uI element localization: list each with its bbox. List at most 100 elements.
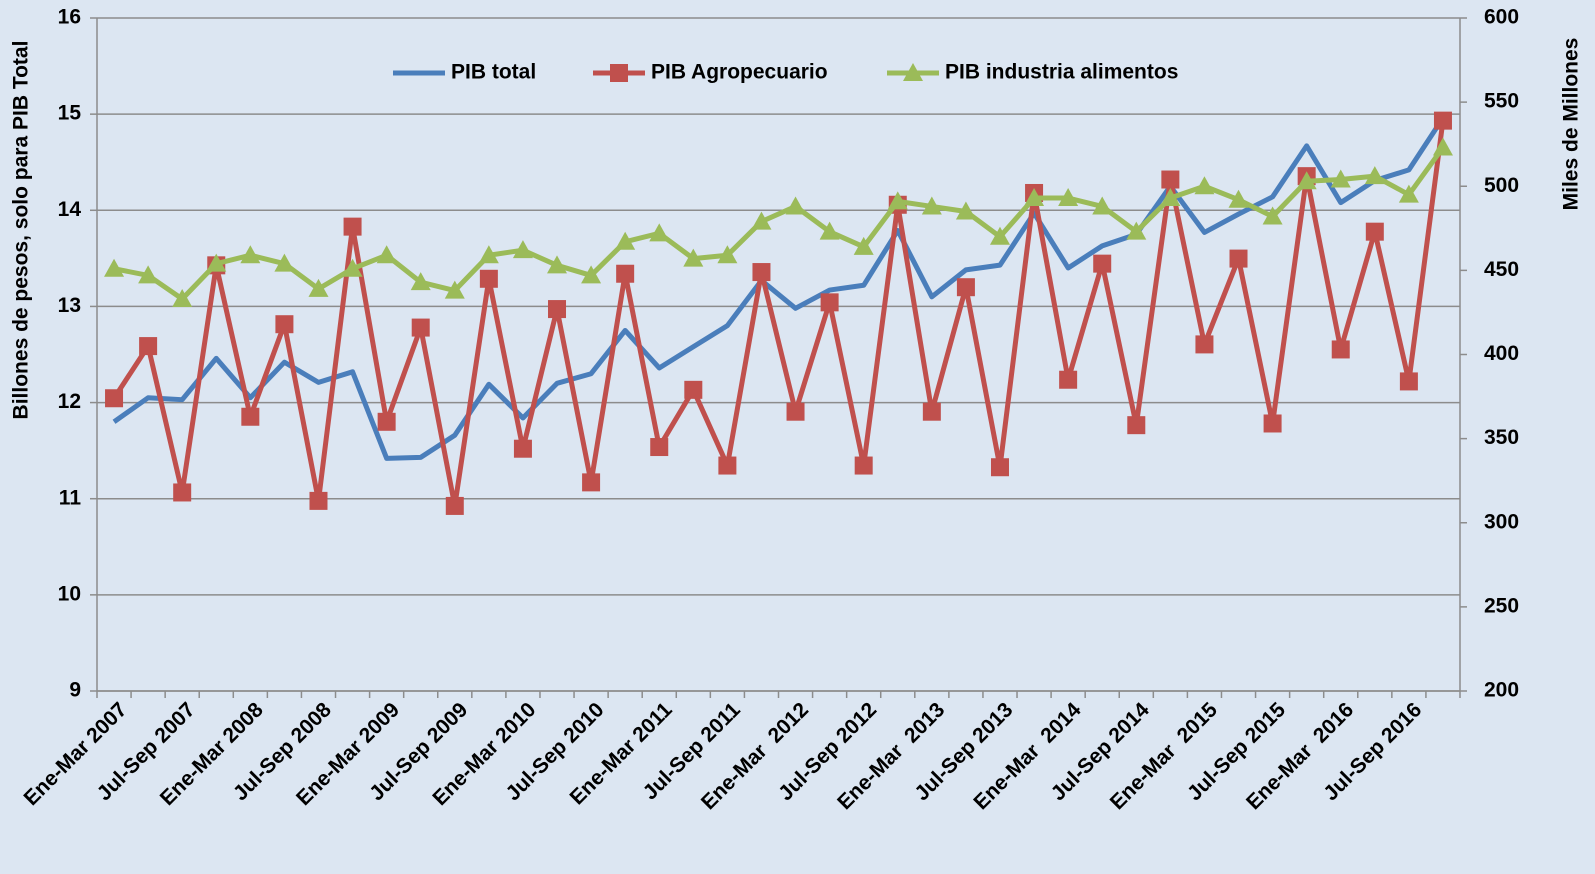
data-marker (903, 63, 923, 81)
data-marker (1398, 184, 1419, 203)
data-marker (513, 439, 532, 458)
y-tick-label: 11 (59, 486, 82, 509)
data-marker (410, 272, 431, 291)
data-marker (138, 265, 159, 284)
y-tick-label: 15 (58, 102, 82, 125)
y2-tick-label: 450 (1484, 258, 1519, 281)
data-marker (854, 456, 873, 475)
data-marker (615, 231, 636, 250)
data-marker (785, 196, 806, 215)
data-marker (1127, 416, 1146, 435)
data-marker (581, 265, 602, 284)
data-marker (479, 269, 498, 288)
legend-label: PIB industria alimentos (945, 61, 1178, 84)
data-marker (752, 263, 771, 282)
data-marker (616, 264, 635, 283)
data-marker (990, 458, 1009, 477)
data-marker (649, 223, 670, 242)
data-marker (1296, 171, 1317, 190)
data-marker (478, 245, 499, 264)
data-marker (376, 245, 397, 264)
series-line (113, 146, 1445, 302)
y-axis-title: Billones de pesos, solo para PIB Total (10, 41, 33, 420)
data-marker (1024, 188, 1045, 207)
data-marker (241, 407, 260, 426)
data-marker (786, 402, 805, 421)
data-marker (377, 412, 396, 431)
data-marker (512, 240, 533, 259)
data-marker (1331, 340, 1350, 359)
data-marker (650, 438, 669, 457)
data-marker (1092, 196, 1113, 215)
data-marker (751, 211, 772, 230)
data-marker (683, 248, 704, 267)
data-marker (240, 245, 261, 264)
series-line (111, 120, 1446, 509)
data-marker (1161, 170, 1180, 189)
data-marker (1229, 249, 1248, 268)
y2-tick-label: 250 (1484, 594, 1519, 617)
y-tick-label: 10 (58, 582, 81, 605)
data-marker (1195, 335, 1214, 354)
data-marker (173, 483, 192, 502)
data-marker (105, 389, 124, 408)
legend-label: PIB total (451, 61, 536, 84)
y2-axis-title: Miles de Millones (1560, 38, 1583, 211)
data-marker (989, 226, 1010, 245)
data-marker (1093, 254, 1112, 273)
data-marker (582, 473, 601, 492)
data-marker (445, 496, 464, 515)
data-marker (1262, 206, 1283, 225)
y-tick-label: 14 (58, 198, 82, 221)
y-tick-label: 9 (69, 679, 81, 702)
legend-label: PIB Agropecuario (651, 61, 828, 84)
data-marker (610, 64, 628, 82)
data-marker (717, 245, 738, 264)
y2-tick-label: 350 (1484, 426, 1519, 449)
data-marker (343, 217, 362, 236)
data-marker (956, 278, 975, 297)
y2-tick-label: 550 (1484, 90, 1519, 113)
y-tick-label: 16 (58, 6, 81, 29)
y2-tick-label: 600 (1484, 6, 1519, 29)
data-marker (921, 196, 942, 215)
data-marker (309, 491, 328, 510)
data-marker (1194, 176, 1215, 195)
data-marker (853, 236, 874, 255)
data-marker (1058, 188, 1079, 207)
data-marker (1059, 370, 1078, 389)
data-marker (1330, 169, 1351, 188)
data-marker (411, 318, 430, 337)
y-tick-label: 12 (58, 390, 81, 413)
y2-tick-label: 300 (1484, 510, 1519, 533)
data-marker (342, 258, 363, 277)
data-marker (104, 258, 125, 277)
data-marker (820, 293, 839, 312)
data-marker (1160, 188, 1181, 207)
data-marker (547, 255, 568, 274)
data-marker (1228, 189, 1249, 208)
data-marker (206, 253, 227, 272)
y-tick-label: 13 (58, 294, 81, 317)
data-marker (1399, 372, 1418, 391)
data-marker (139, 337, 158, 356)
data-marker (1126, 221, 1147, 240)
data-marker (548, 300, 567, 319)
data-marker (1365, 222, 1384, 241)
data-marker (1263, 414, 1282, 433)
y2-tick-label: 200 (1484, 679, 1519, 702)
data-marker (922, 402, 941, 421)
data-marker (172, 288, 193, 307)
data-marker (819, 221, 840, 240)
y2-tick-label: 500 (1484, 174, 1519, 197)
data-marker (955, 201, 976, 220)
data-marker (684, 380, 703, 399)
data-marker (308, 278, 329, 297)
data-marker (887, 191, 908, 210)
data-marker (718, 456, 737, 475)
data-marker (1433, 111, 1452, 130)
data-marker (274, 253, 295, 272)
data-marker (444, 280, 465, 299)
